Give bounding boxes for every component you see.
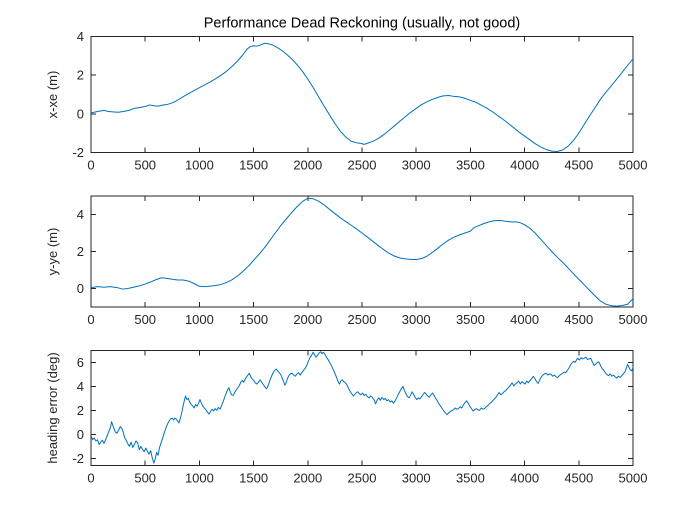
x-error-subplot: 0 500 1000 1500 2000 2500 3000 3500 4000 4500 5000… xyxy=(45,16,647,173)
x-tick-label: 4500 xyxy=(564,312,593,327)
y-axis-label: heading error (deg) xyxy=(45,352,60,463)
x-tick-label: 0 xyxy=(87,158,94,173)
y-tick-label: 0 xyxy=(77,427,84,442)
x-tick-label: 1500 xyxy=(239,158,268,173)
x-tick-label: 4000 xyxy=(510,471,539,486)
y-axis-label: y-ye (m) xyxy=(45,228,60,276)
x-tick-label: 500 xyxy=(134,158,156,173)
x-tick-label: 3500 xyxy=(456,158,485,173)
x-tick-label: 3500 xyxy=(456,471,485,486)
x-tick-label: 1000 xyxy=(185,312,214,327)
y-error-subplot: 0 500 1000 1500 2000 2500 3000 3500 4000 4500 5000… xyxy=(45,195,648,327)
y-tick-label: 2 xyxy=(77,244,84,259)
x-tick-label: 3000 xyxy=(402,471,431,486)
y-tick-label: -2 xyxy=(72,451,84,466)
x-tick-label: 2500 xyxy=(348,471,377,486)
y-tick-label: 0 xyxy=(77,106,84,121)
x-tick-label: 500 xyxy=(134,471,156,486)
x-tick-label: 1000 xyxy=(185,471,214,486)
series-line-y-error-subplot xyxy=(91,197,633,307)
x-tick-label: 2000 xyxy=(293,312,322,327)
x-tick-label: 1500 xyxy=(239,312,268,327)
x-tick-label: 4500 xyxy=(564,158,593,173)
chart-title: Performance Dead Reckoning (usually, not… xyxy=(204,16,521,32)
x-tick-label: 1500 xyxy=(239,471,268,486)
y-tick-label: 2 xyxy=(77,403,84,418)
axis-box xyxy=(90,350,634,466)
heading-error-subplot: 0 500 1000 1500 2000 2500 3000 3500 4000 4500 5000… xyxy=(45,350,648,486)
x-tick-label: 2500 xyxy=(348,158,377,173)
x-tick-label: 3000 xyxy=(402,312,431,327)
x-tick-label: 3500 xyxy=(456,312,485,327)
x-tick-label: 0 xyxy=(87,471,94,486)
x-tick-label: 3000 xyxy=(402,158,431,173)
y-tick-label: 2 xyxy=(77,68,84,83)
series-line-x-error-subplot xyxy=(91,42,633,153)
x-tick-label: 5000 xyxy=(619,471,648,486)
x-tick-label: 2000 xyxy=(293,158,322,173)
x-tick-label: 4000 xyxy=(510,158,539,173)
x-tick-label: 1000 xyxy=(185,158,214,173)
x-tick-label: 4000 xyxy=(510,312,539,327)
y-tick-label: 0 xyxy=(77,281,84,296)
series-line-heading-error-subplot xyxy=(91,351,633,464)
y-axis-label: x-xe (m) xyxy=(45,71,60,119)
x-tick-label: 500 xyxy=(134,312,156,327)
y-tick-label: 6 xyxy=(77,355,84,370)
x-tick-label: 0 xyxy=(87,312,94,327)
x-tick-label: 2500 xyxy=(348,312,377,327)
y-tick-label: 4 xyxy=(77,29,84,44)
y-tick-label: -2 xyxy=(72,145,84,160)
x-tick-label: 5000 xyxy=(619,312,648,327)
x-tick-label: 4500 xyxy=(564,471,593,486)
axis-box xyxy=(90,36,634,153)
x-tick-label: 2000 xyxy=(293,471,322,486)
x-tick-label: 5000 xyxy=(619,158,648,173)
y-tick-label: 4 xyxy=(77,207,84,222)
y-tick-label: 4 xyxy=(77,379,84,394)
